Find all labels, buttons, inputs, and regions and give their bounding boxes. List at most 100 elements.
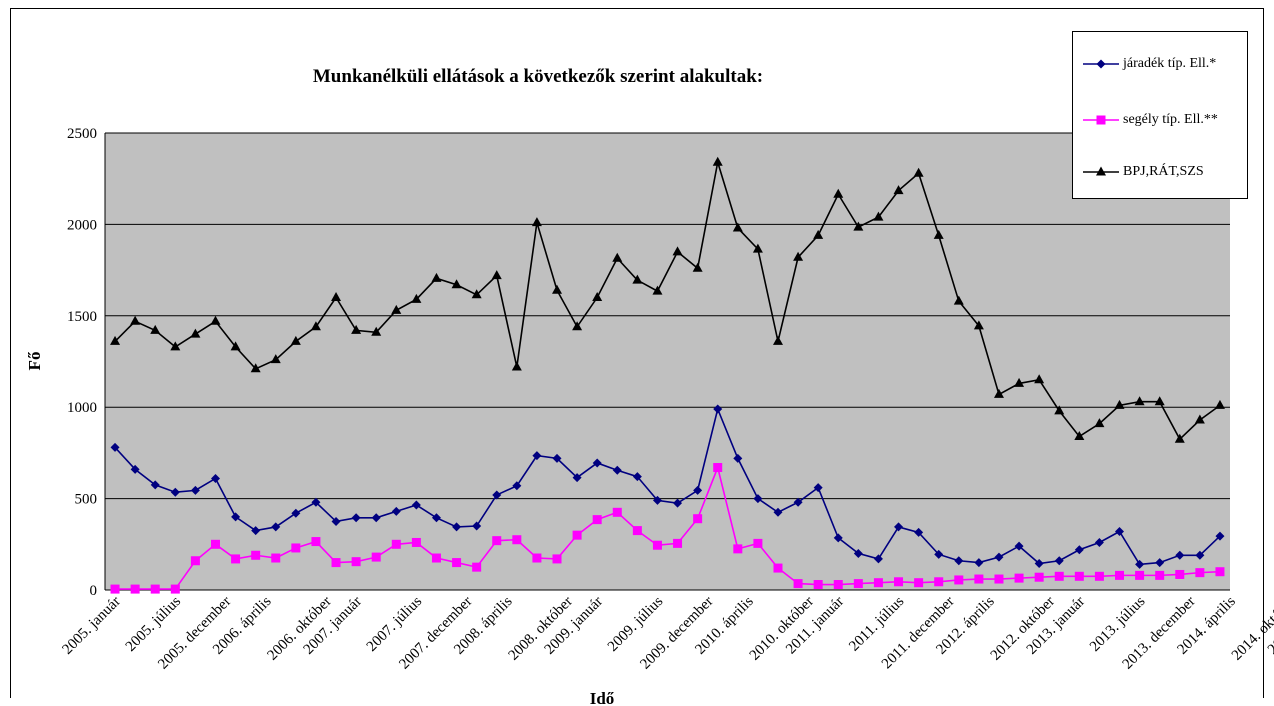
data-point (1014, 377, 1025, 387)
data-point (693, 514, 703, 524)
data-point (873, 211, 884, 221)
data-point (452, 522, 462, 532)
y-tick-label: 0 (90, 583, 98, 599)
data-point (733, 453, 743, 463)
data-point (632, 274, 643, 284)
y-axis-title: Fő (25, 351, 44, 370)
data-point (1195, 550, 1205, 560)
data-point (331, 292, 342, 302)
data-point (290, 335, 301, 345)
data-point (994, 574, 1004, 584)
data-point (672, 246, 683, 256)
legend: járadék típ. Ell.* segély típ. Ell.** BPJ,… (1072, 31, 1248, 199)
data-point (130, 464, 140, 474)
data-point (1215, 531, 1225, 541)
data-point (1115, 570, 1125, 580)
data-point (170, 341, 181, 351)
data-point (1014, 573, 1024, 583)
data-point (994, 552, 1004, 562)
data-point (652, 285, 663, 295)
data-point (231, 512, 241, 522)
data-point (1054, 571, 1064, 581)
data-point (793, 579, 803, 589)
y-tick-label: 2500 (67, 126, 97, 142)
data-point (431, 513, 441, 523)
chart-frame (10, 8, 1264, 698)
x-axis-title: Idő (590, 689, 615, 706)
data-point (693, 485, 703, 495)
data-point (1114, 399, 1125, 409)
data-point (612, 507, 622, 517)
data-point (270, 354, 281, 364)
data-point (1054, 556, 1064, 566)
data-point (110, 584, 120, 594)
data-point (532, 553, 542, 563)
data-point (853, 221, 864, 231)
series-1 (110, 404, 1225, 569)
data-point (612, 252, 623, 262)
data-point (371, 552, 381, 562)
legend-label: segély típ. Ell.** (1123, 112, 1218, 127)
data-point (391, 539, 401, 549)
data-point (511, 361, 522, 371)
data-point (893, 185, 904, 195)
data-point (1054, 405, 1065, 415)
data-point (753, 494, 763, 504)
data-point (793, 497, 803, 507)
data-point (291, 543, 301, 553)
gridlines (104, 132, 1230, 591)
data-point (1135, 570, 1145, 580)
data-point (1014, 541, 1024, 551)
data-point (1134, 396, 1145, 406)
data-point (532, 451, 542, 461)
data-point (632, 472, 642, 482)
legend-swatch (1083, 59, 1119, 69)
legend-item: segély típ. Ell.** (1081, 109, 1218, 131)
data-point (271, 553, 281, 563)
data-point (1155, 558, 1165, 568)
data-point (150, 324, 161, 334)
data-point (512, 481, 522, 491)
data-point (492, 490, 502, 500)
data-point (713, 463, 723, 473)
y-tick-label: 1000 (67, 400, 97, 416)
data-point (251, 526, 261, 536)
data-point (1155, 570, 1165, 580)
data-point (733, 544, 743, 554)
data-point (1074, 430, 1085, 440)
data-point (1074, 545, 1084, 555)
data-point (1175, 569, 1185, 579)
data-point (1074, 571, 1084, 581)
data-point (1034, 558, 1044, 568)
legend-label: járadék típ. Ell.* (1123, 56, 1217, 71)
data-point (572, 530, 582, 540)
data-point (793, 251, 804, 261)
data-point (150, 584, 160, 594)
data-point (1175, 550, 1185, 560)
legend-swatch (1083, 115, 1119, 125)
data-point (732, 222, 743, 232)
data-point (592, 458, 602, 468)
data-point (833, 580, 843, 590)
data-point (250, 363, 261, 373)
data-point (773, 563, 783, 573)
data-point (773, 507, 783, 517)
data-point (993, 388, 1004, 398)
x-tick-label: 2005. január (60, 594, 124, 658)
data-point (411, 500, 421, 510)
data-point (1094, 571, 1104, 581)
data-point (512, 535, 522, 545)
data-point (291, 508, 301, 518)
data-point (954, 556, 964, 566)
data-point (472, 562, 482, 572)
data-point (391, 304, 402, 314)
data-point (452, 558, 462, 568)
legend-swatch (1083, 166, 1119, 176)
data-point (351, 324, 362, 334)
data-point (833, 533, 843, 543)
data-point (411, 537, 421, 547)
data-point (894, 522, 904, 532)
data-point (572, 473, 582, 483)
